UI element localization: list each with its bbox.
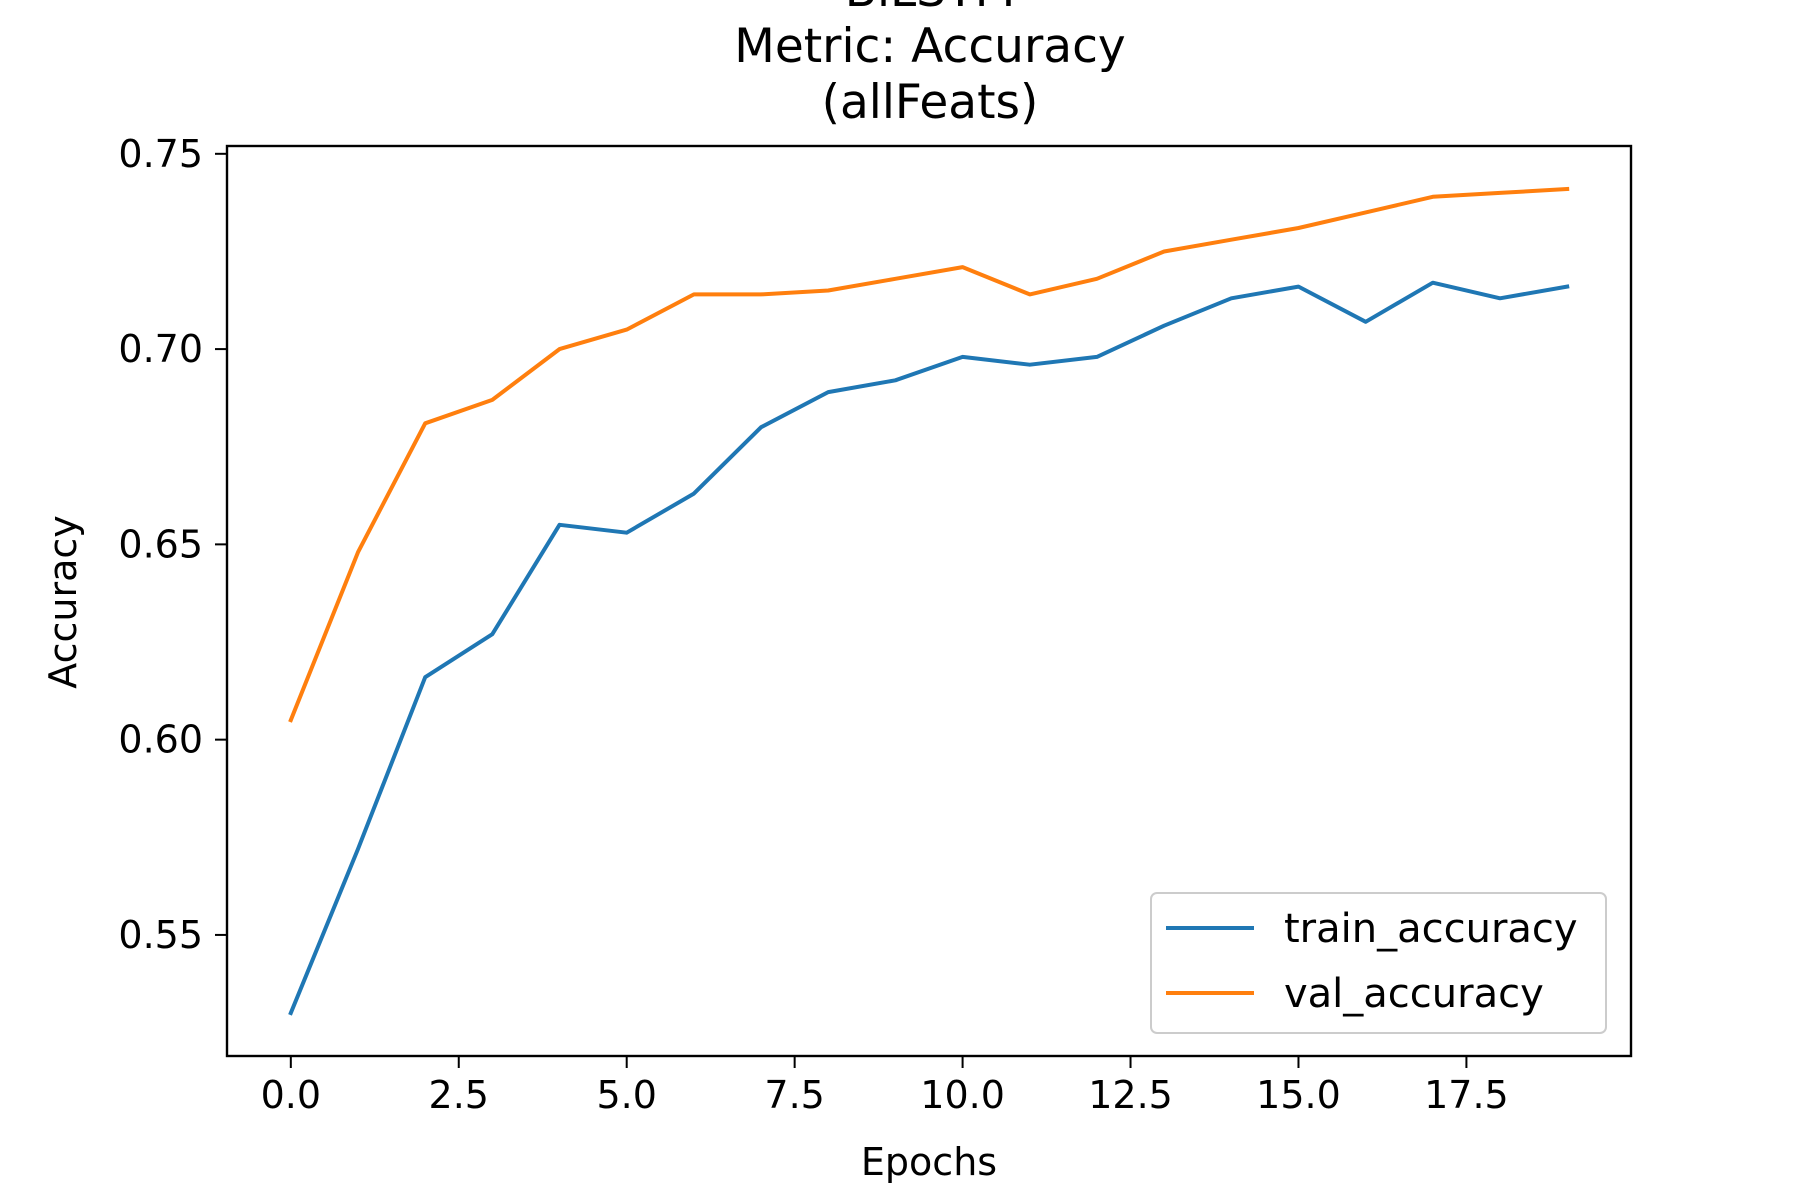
x-tick-label: 15.0	[1256, 1073, 1341, 1117]
series-line-val-accuracy	[288, 186, 1570, 723]
legend-label-train-accuracy: train_accuracy	[1284, 906, 1578, 952]
x-tick-label: 7.5	[764, 1073, 824, 1117]
y-tick-label: 0.65	[118, 522, 203, 566]
chart-title-line-2: Metric: Accuracy	[734, 19, 1125, 74]
y-axis-ticks: 0.55 0.60 0.65 0.70 0.75	[118, 132, 227, 957]
y-tick-label: 0.75	[118, 132, 203, 176]
y-tick-label: 0.60	[118, 718, 203, 762]
y-tick-label: 0.70	[118, 327, 203, 371]
series-lines	[288, 186, 1570, 1016]
x-axis-ticks: 0.0 2.5 5.0 7.5 10.0 12.5 15.0 17.5	[261, 1056, 1509, 1117]
x-tick-label: 17.5	[1424, 1073, 1509, 1117]
x-tick-label: 10.0	[920, 1073, 1005, 1117]
x-tick-label: 0.0	[261, 1073, 321, 1117]
plot-area-frame	[225, 144, 1633, 1058]
x-tick-label: 5.0	[596, 1073, 656, 1117]
y-axis-label: Accuracy	[41, 515, 85, 689]
y-tick-label: 0.55	[118, 913, 203, 957]
x-tick-label: 12.5	[1088, 1073, 1173, 1117]
chart-title-line-3: (allFeats)	[822, 75, 1039, 130]
legend: train_accuracy val_accuracy	[1150, 892, 1607, 1034]
legend-label-val-accuracy: val_accuracy	[1284, 971, 1544, 1017]
series-line-train-accuracy	[288, 280, 1570, 1016]
x-tick-label: 2.5	[429, 1073, 489, 1117]
x-axis-label: Epochs	[861, 1140, 997, 1184]
chart-title-line-1: BiLSTM	[845, 0, 1016, 18]
legend-box	[1150, 892, 1607, 1034]
